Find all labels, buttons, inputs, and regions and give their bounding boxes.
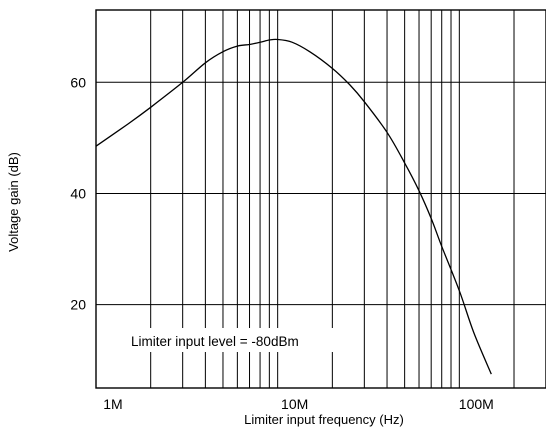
y-axis-title: Voltage gain (dB) — [6, 152, 21, 252]
gain-curve — [95, 38, 492, 375]
plot-frame — [95, 9, 546, 389]
vertical-gridlines — [150, 10, 515, 388]
x-tick-label: 100M — [459, 396, 494, 412]
annotation-background — [125, 328, 355, 352]
y-tick-label: 60 — [70, 74, 86, 90]
x-tick-label: 10M — [281, 396, 308, 412]
y-tick-label: 20 — [70, 297, 86, 313]
y-tick-label: 40 — [70, 185, 86, 201]
y-tick-labels: 20 40 60 — [70, 74, 86, 312]
x-tick-labels: 1M 10M 100M — [103, 396, 494, 412]
x-axis-title: Limiter input frequency (Hz) — [244, 412, 404, 427]
x-tick-label: 1M — [103, 396, 122, 412]
annotation-text: Limiter input level = -80dBm — [131, 334, 299, 349]
horizontal-gridlines — [96, 81, 546, 306]
